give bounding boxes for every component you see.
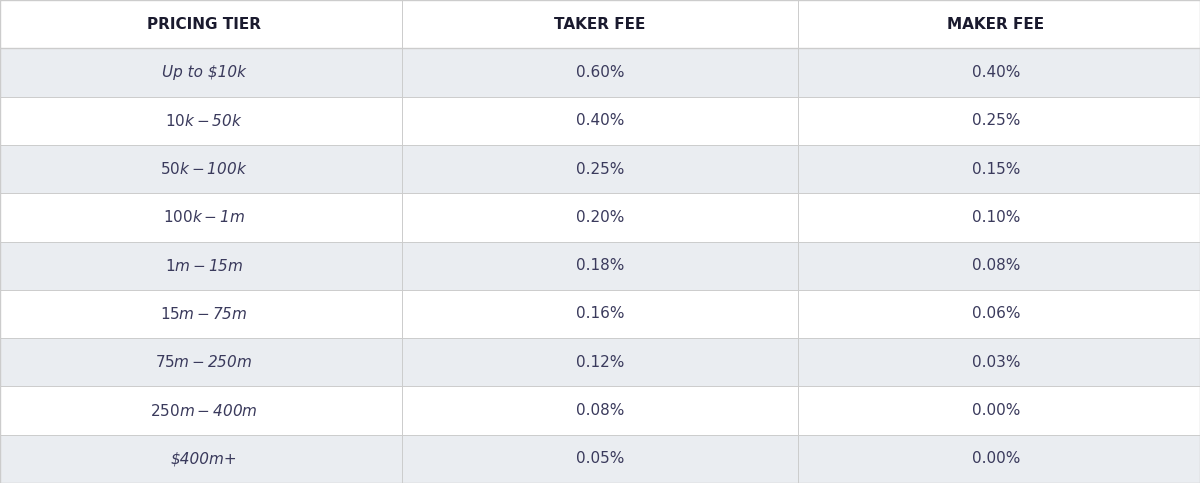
Text: 0.08%: 0.08% [576, 403, 624, 418]
Text: 0.08%: 0.08% [972, 258, 1020, 273]
Text: 0.25%: 0.25% [576, 161, 624, 177]
Text: $15m - $75m: $15m - $75m [161, 306, 247, 322]
Text: 0.03%: 0.03% [972, 355, 1020, 370]
Text: $400m+: $400m+ [170, 451, 238, 467]
Bar [0, 48, 1200, 97]
Text: 0.15%: 0.15% [972, 161, 1020, 177]
Text: 0.40%: 0.40% [576, 113, 624, 128]
Text: $10k - $50k: $10k - $50k [166, 113, 242, 129]
Text: $100k - $1m: $100k - $1m [163, 209, 245, 226]
Bar [0, 145, 1200, 193]
Text: 0.05%: 0.05% [576, 451, 624, 467]
Text: 0.25%: 0.25% [972, 113, 1020, 128]
Text: PRICING TIER: PRICING TIER [148, 16, 262, 32]
Text: 0.10%: 0.10% [972, 210, 1020, 225]
Bar [0, 386, 1200, 435]
Text: $75m - $250m: $75m - $250m [156, 354, 252, 370]
Bar [0, 435, 1200, 483]
Bar [0, 338, 1200, 386]
Text: TAKER FEE: TAKER FEE [554, 16, 646, 32]
Text: 0.60%: 0.60% [576, 65, 624, 80]
Text: Up to $10k: Up to $10k [162, 65, 246, 80]
Text: 0.12%: 0.12% [576, 355, 624, 370]
Text: 0.18%: 0.18% [576, 258, 624, 273]
Bar [0, 97, 1200, 145]
Bar [0, 193, 1200, 242]
Text: 0.00%: 0.00% [972, 403, 1020, 418]
Bar [0, 242, 1200, 290]
Text: 0.40%: 0.40% [972, 65, 1020, 80]
Text: $250m - $400m: $250m - $400m [150, 402, 258, 419]
Text: 0.16%: 0.16% [576, 306, 624, 322]
Text: 0.00%: 0.00% [972, 451, 1020, 467]
Text: $1m - $15m: $1m - $15m [164, 257, 244, 274]
Bar [0, 0, 1200, 48]
Text: 0.20%: 0.20% [576, 210, 624, 225]
Text: MAKER FEE: MAKER FEE [948, 16, 1044, 32]
Bar [0, 290, 1200, 338]
Text: $50k - $100k: $50k - $100k [161, 161, 247, 177]
Text: 0.06%: 0.06% [972, 306, 1020, 322]
